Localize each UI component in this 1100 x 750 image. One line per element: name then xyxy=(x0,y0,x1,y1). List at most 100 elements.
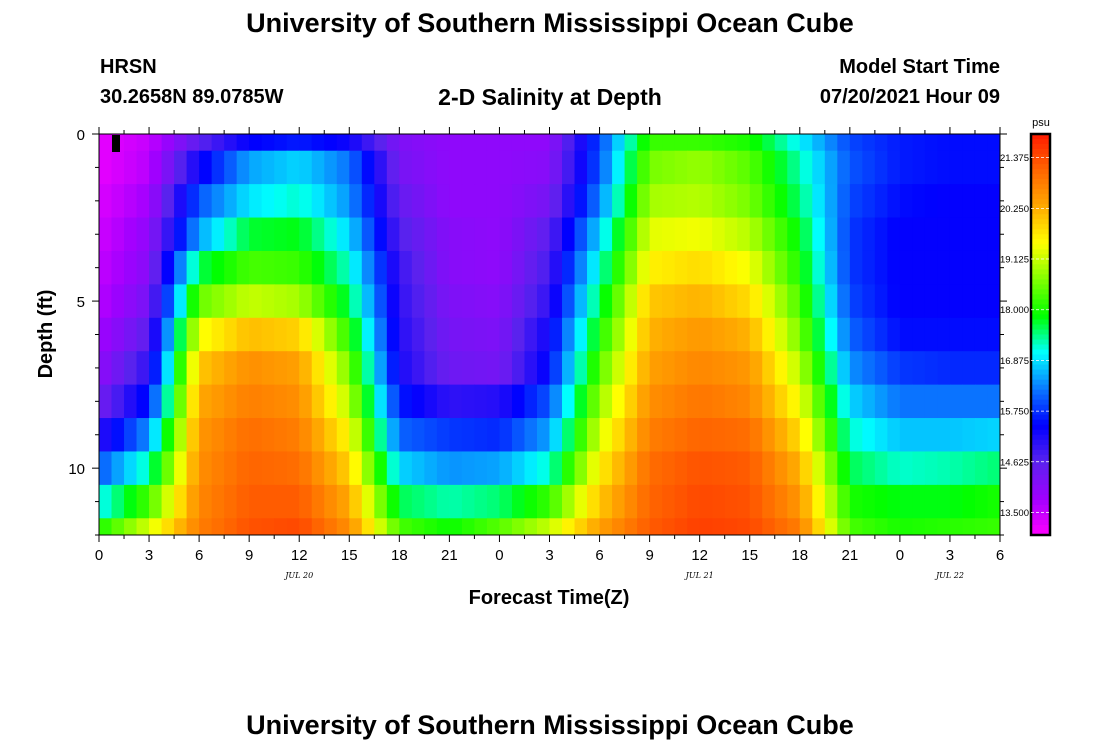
heatmap-cell xyxy=(399,284,413,319)
heatmap-cell xyxy=(774,418,788,453)
heatmap-cell xyxy=(124,484,138,519)
heatmap-cell xyxy=(499,217,513,252)
heatmap-cell xyxy=(562,317,576,352)
heatmap-cell xyxy=(637,217,651,252)
heatmap-cell xyxy=(974,284,989,319)
heatmap-cell xyxy=(474,418,488,453)
heatmap-cell xyxy=(336,134,350,152)
heatmap-cell xyxy=(361,518,375,535)
heatmap-cell xyxy=(399,418,413,453)
heatmap-cell xyxy=(149,418,163,453)
heatmap-cell xyxy=(599,484,613,519)
heatmap-cell xyxy=(962,184,976,219)
heatmap-cell xyxy=(111,150,125,185)
heatmap-cell xyxy=(211,384,225,419)
heatmap-cell xyxy=(799,134,813,152)
heatmap-cell xyxy=(799,384,813,419)
heatmap-cell xyxy=(587,150,601,185)
heatmap-cell xyxy=(837,484,851,519)
heatmap-cell xyxy=(161,134,175,152)
heatmap-cell xyxy=(211,184,225,219)
heatmap-cell xyxy=(411,317,425,352)
colorbar: 21.375 20.250 19.125 18.000 16.875 15.750 14.6… xyxy=(1000,132,1052,537)
colorbar-segment xyxy=(1031,324,1050,331)
heatmap-cell xyxy=(261,134,275,152)
heatmap-cell xyxy=(536,250,551,285)
heatmap-cell xyxy=(461,284,476,319)
heatmap-cell xyxy=(674,484,688,519)
heatmap-cell xyxy=(124,451,138,486)
heatmap-cell xyxy=(974,484,989,519)
heatmap-cell xyxy=(587,518,601,535)
heatmap-cell xyxy=(224,250,238,285)
heatmap-cell xyxy=(136,484,150,519)
heatmap-cell xyxy=(674,284,688,319)
heatmap-cell xyxy=(511,134,526,152)
heatmap-cell xyxy=(912,217,926,252)
heatmap-cell xyxy=(536,484,551,519)
heatmap-cell xyxy=(111,217,125,252)
heatmap-cell xyxy=(574,317,588,352)
heatmap-cell xyxy=(524,217,538,252)
heatmap-cell xyxy=(461,150,476,185)
heatmap-cell xyxy=(612,250,626,285)
heatmap-cell xyxy=(837,384,851,419)
heatmap-cell xyxy=(987,150,1000,185)
heatmap-cell xyxy=(299,134,313,152)
heatmap-cell xyxy=(274,317,288,352)
heatmap-cell xyxy=(899,150,913,185)
heatmap-cell xyxy=(949,418,964,453)
colorbar-segment xyxy=(1031,179,1050,185)
heatmap-cell xyxy=(274,518,288,535)
heatmap-cell xyxy=(386,184,400,219)
heatmap-cell xyxy=(311,451,325,486)
heatmap-cell xyxy=(799,284,813,319)
heatmap-cell xyxy=(536,418,551,453)
heatmap-cell xyxy=(974,217,989,252)
heatmap-cell xyxy=(399,351,413,386)
heatmap-cell xyxy=(774,217,788,252)
heatmap-cell xyxy=(937,184,951,219)
heatmap-cell xyxy=(712,184,726,219)
heatmap-cell xyxy=(724,484,738,519)
heatmap-cell xyxy=(474,518,488,535)
heatmap-cell xyxy=(324,134,338,152)
heatmap-cell xyxy=(824,384,838,419)
heatmap-cell xyxy=(349,518,363,535)
heatmap-cell xyxy=(436,250,450,285)
heatmap-cell xyxy=(224,451,238,486)
heatmap-cell xyxy=(99,418,113,453)
heatmap-cell xyxy=(837,217,851,252)
heatmap-cell xyxy=(924,351,939,386)
heatmap-cell xyxy=(486,150,501,185)
heatmap-cell xyxy=(436,184,450,219)
heatmap-cell xyxy=(637,518,651,535)
heatmap-cell xyxy=(812,284,826,319)
heatmap-cell xyxy=(274,217,288,252)
heatmap-cell xyxy=(749,418,763,453)
heatmap-cell xyxy=(324,384,338,419)
heatmap-cell xyxy=(136,134,150,152)
heatmap-cell xyxy=(762,317,776,352)
heatmap-cell xyxy=(361,134,375,152)
colorbar-segment xyxy=(1031,369,1050,376)
heatmap-cell xyxy=(99,351,113,386)
heatmap-cell xyxy=(824,217,838,252)
heatmap-cell xyxy=(261,184,275,219)
colorbar-segment xyxy=(1031,329,1050,336)
heatmap-cell xyxy=(211,351,225,386)
colorbar-segment xyxy=(1031,249,1050,255)
heatmap-cell xyxy=(511,250,526,285)
heatmap-cell xyxy=(762,134,776,152)
heatmap-cell xyxy=(211,284,225,319)
heatmap-cell xyxy=(637,451,651,486)
heatmap-cell xyxy=(249,518,263,535)
heatmap-cell xyxy=(161,484,175,519)
heatmap-cell xyxy=(186,134,200,152)
heatmap-cell xyxy=(186,451,200,486)
colorbar-label: 19.125 xyxy=(1000,255,1029,266)
heatmap-cell xyxy=(211,484,225,519)
heatmap-cell xyxy=(361,317,375,352)
heatmap-cell xyxy=(812,250,826,285)
heatmap-cell xyxy=(161,418,175,453)
